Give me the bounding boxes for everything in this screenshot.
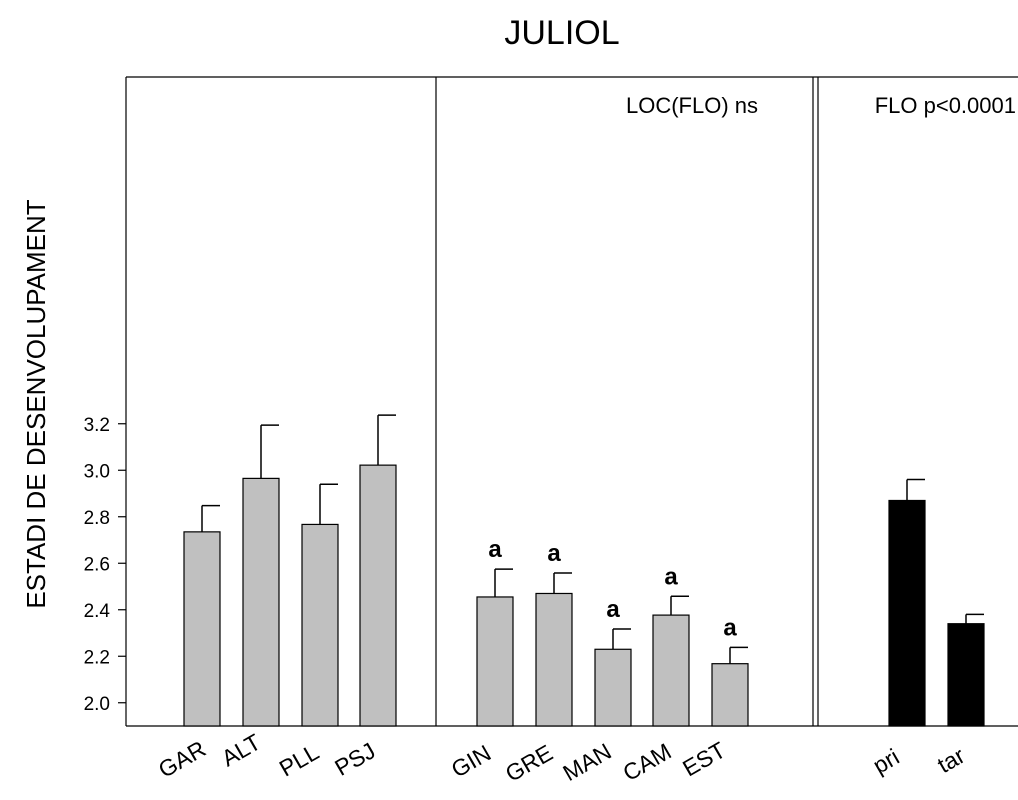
y-tick-label: 2.6 [84, 554, 110, 575]
bar [947, 623, 985, 727]
x-tick-label: GIN [447, 740, 495, 783]
significance-letter: a [488, 536, 502, 563]
bar [888, 499, 926, 727]
x-tick-label: ALT [217, 729, 265, 772]
y-axis-label: ESTADI DE DESENVOLUPAMENT [21, 199, 51, 608]
y-tick-label: 2.4 [84, 601, 111, 622]
x-tick-label: pri [868, 743, 903, 778]
chart-title: JULIOL [504, 14, 619, 52]
y-tick-label: 3.0 [84, 461, 110, 482]
bar [242, 477, 280, 727]
significance-letter: a [606, 596, 620, 623]
y-tick-label: 3.2 [84, 415, 110, 436]
bar [711, 663, 749, 727]
x-tick-label: PLL [275, 738, 324, 781]
bar [594, 648, 632, 727]
significance-letter: a [664, 563, 678, 590]
bar [183, 531, 221, 727]
x-tick-label: PSJ [330, 737, 380, 781]
labels-layer: GAR ALT PLL PSJ a GIN a GRE a MAN a CAM a EST LOC(FLO)… [154, 93, 1016, 787]
significance-letter: a [723, 614, 737, 641]
y-tick-label: 2.0 [84, 694, 110, 715]
x-tick-label: GAR [154, 735, 210, 782]
panel-annotation: LOC(FLO) ns [626, 93, 758, 118]
y-tick-label: 2.2 [84, 647, 110, 668]
y-tick-label: 2.8 [84, 508, 110, 529]
x-tick-label: GRE [501, 739, 557, 786]
x-tick-label: EST [678, 737, 730, 782]
bar [359, 464, 397, 727]
x-tick-label: CAM [618, 738, 675, 786]
significance-letter: a [547, 540, 561, 567]
y-ticks: 2.0 2.2 2.4 2.6 2.8 3.0 3.2 [84, 415, 126, 715]
bar [301, 523, 339, 727]
x-tick-label: tar [933, 742, 970, 778]
bar [535, 592, 573, 727]
bar [476, 596, 514, 727]
panel-annotation: FLO p<0.0001 [875, 93, 1016, 118]
x-tick-label: MAN [558, 738, 615, 786]
bar [652, 614, 690, 727]
bars-layer [183, 414, 985, 727]
